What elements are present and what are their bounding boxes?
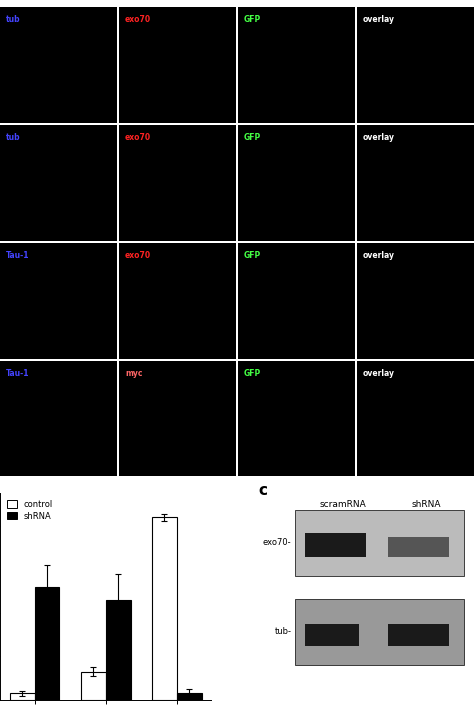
Text: exo70: exo70 — [125, 15, 151, 24]
Bar — [81, 672, 106, 700]
Bar — [177, 694, 202, 700]
Text: overlay: overlay — [363, 369, 395, 378]
Text: Tau-1: Tau-1 — [6, 251, 29, 260]
Text: exo70: exo70 — [125, 133, 151, 142]
Text: c: c — [259, 483, 268, 498]
Bar — [9, 694, 35, 700]
FancyBboxPatch shape — [305, 532, 366, 557]
FancyBboxPatch shape — [388, 624, 449, 646]
Bar — [152, 518, 177, 700]
FancyBboxPatch shape — [305, 624, 359, 646]
Text: Tau-1: Tau-1 — [6, 369, 29, 378]
Text: overlay: overlay — [363, 15, 395, 24]
Text: tub-: tub- — [274, 627, 292, 636]
FancyBboxPatch shape — [295, 510, 465, 576]
Text: overlay: overlay — [363, 251, 395, 260]
FancyBboxPatch shape — [295, 599, 465, 665]
Legend: control, shRNA: control, shRNA — [4, 498, 55, 523]
Text: overlay: overlay — [363, 133, 395, 142]
Text: shRNA: shRNA — [411, 500, 441, 508]
Text: GFP: GFP — [244, 369, 261, 378]
Text: myc: myc — [125, 369, 142, 378]
Text: tub: tub — [6, 133, 20, 142]
Text: GFP: GFP — [244, 251, 261, 260]
Text: tub: tub — [6, 15, 20, 24]
Text: scramRNA: scramRNA — [320, 500, 367, 508]
Text: GFP: GFP — [244, 15, 261, 24]
FancyBboxPatch shape — [388, 537, 449, 557]
Text: exo70-: exo70- — [263, 539, 292, 547]
Text: GFP: GFP — [244, 133, 261, 142]
Bar — [35, 587, 59, 700]
Text: exo70: exo70 — [125, 251, 151, 260]
Bar — [106, 600, 130, 700]
